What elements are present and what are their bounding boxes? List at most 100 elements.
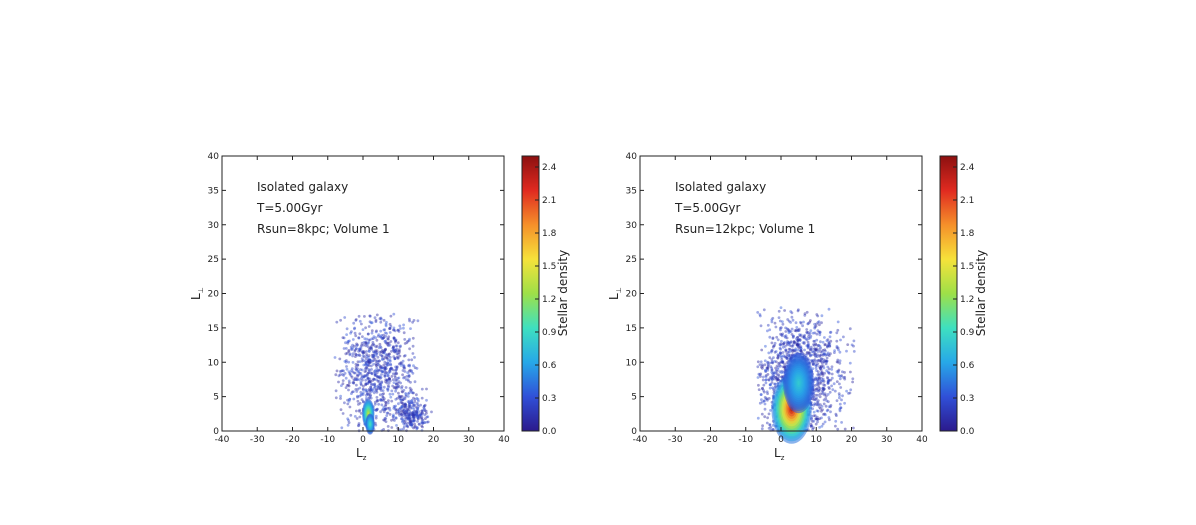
density-point <box>344 352 348 356</box>
density-point <box>822 386 825 390</box>
density-point <box>386 406 390 410</box>
density-point <box>833 351 836 354</box>
density-point <box>397 351 401 354</box>
density-point <box>795 342 799 346</box>
density-point <box>780 360 783 363</box>
density-point <box>769 383 773 386</box>
density-point <box>824 397 828 400</box>
density-point <box>793 348 797 352</box>
density-point <box>388 326 392 330</box>
density-point <box>375 363 378 367</box>
density-point <box>379 385 383 388</box>
density-point <box>390 399 394 403</box>
density-point <box>382 385 386 389</box>
density-point <box>357 336 361 340</box>
density-point <box>403 414 407 418</box>
density-point <box>787 341 790 345</box>
density-point <box>403 338 407 341</box>
density-point <box>402 388 406 392</box>
density-point <box>790 327 794 331</box>
density-point <box>787 342 791 346</box>
density-point <box>372 353 375 357</box>
density-point <box>353 378 357 381</box>
density-point <box>362 384 365 388</box>
density-point <box>820 362 824 365</box>
colorbar-tick-label: 0.6 <box>960 361 975 371</box>
density-point <box>340 426 344 430</box>
density-point <box>409 420 413 423</box>
density-point <box>366 376 369 380</box>
density-point <box>407 401 411 405</box>
density-point <box>370 372 374 376</box>
y-tick-label: 30 <box>208 221 220 231</box>
density-point <box>783 341 786 344</box>
density-point <box>388 322 392 326</box>
density-point <box>809 334 813 338</box>
density-point <box>822 352 826 356</box>
y-tick-label: 15 <box>208 324 219 334</box>
density-point <box>371 359 375 363</box>
density-point <box>351 346 354 350</box>
density-point <box>399 428 403 432</box>
density-point <box>406 395 410 398</box>
density-point <box>813 325 817 329</box>
density-point <box>824 349 827 353</box>
density-point <box>814 366 818 370</box>
density-point <box>372 353 375 357</box>
density-point <box>802 335 806 338</box>
density-point <box>807 345 810 349</box>
density-point <box>816 417 819 421</box>
density-point <box>358 348 362 352</box>
density-point <box>422 404 426 408</box>
density-point <box>403 354 407 357</box>
density-point <box>372 335 376 339</box>
density-point <box>418 414 421 418</box>
density-point <box>366 356 370 359</box>
density-point <box>411 411 415 415</box>
density-point <box>414 413 418 417</box>
density-point <box>774 366 777 370</box>
density-point <box>757 372 761 376</box>
density-point <box>763 396 767 399</box>
colorbar-tick-label: 0.9 <box>542 328 557 338</box>
density-point <box>370 348 373 351</box>
density-point <box>347 340 350 343</box>
density-point <box>797 308 800 312</box>
density-point <box>809 319 812 322</box>
density-point <box>818 333 822 337</box>
density-point <box>346 340 350 344</box>
density-point <box>780 333 783 337</box>
right-x-axis-label-main: L <box>774 446 781 460</box>
density-point <box>402 411 406 415</box>
density-point <box>763 415 767 419</box>
density-point <box>415 411 419 415</box>
density-point <box>777 355 781 358</box>
density-point <box>852 344 855 348</box>
density-point <box>411 344 415 348</box>
density-point <box>334 389 338 393</box>
density-point <box>788 353 792 357</box>
density-point <box>400 395 404 398</box>
density-point <box>366 363 370 367</box>
density-point <box>355 377 359 381</box>
density-point <box>807 337 811 340</box>
density-point <box>808 331 812 335</box>
density-point <box>382 407 385 411</box>
density-point <box>399 361 403 364</box>
density-point <box>364 341 368 345</box>
density-point <box>778 351 782 355</box>
density-point <box>773 382 776 386</box>
density-point <box>367 380 371 384</box>
density-point <box>369 382 373 385</box>
density-point <box>785 336 789 340</box>
density-point <box>373 357 377 361</box>
density-point <box>386 401 390 405</box>
density-point <box>365 350 368 353</box>
density-point <box>383 408 387 412</box>
density-point <box>835 346 839 350</box>
density-point <box>383 351 386 355</box>
density-point <box>829 378 833 382</box>
density-point <box>354 319 358 322</box>
y-tick-label: 20 <box>208 290 220 300</box>
density-point <box>367 387 371 391</box>
